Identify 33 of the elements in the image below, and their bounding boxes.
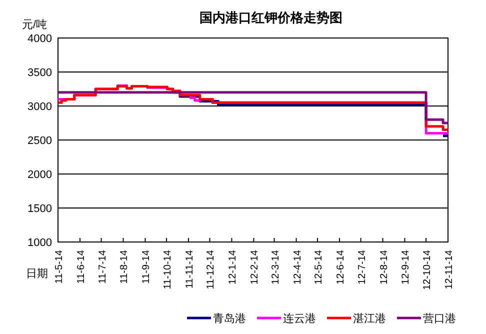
y-tick-label: 2500 [28,135,52,147]
x-tick-label: 12-5-14 [314,250,325,284]
y-tick-label: 1500 [28,203,52,215]
x-tick-label: 12-4-14 [292,250,304,284]
y-tick-label: 3000 [28,101,52,113]
y-tick-label: 4000 [28,33,52,45]
x-tick-label: 11-5-14 [54,250,65,284]
y-axis-title: 元/吨 [22,18,48,31]
x-axis-title: 日期 [26,268,48,280]
y-tick-label: 1000 [28,237,52,249]
y-tick-label: 2000 [28,169,52,181]
legend-label: 连云港 [283,312,316,325]
x-tick-label: 11-7-14 [97,250,108,284]
x-tick-label: 11-8-14 [119,250,130,284]
x-tick-label: 12-11-14 [444,250,455,290]
x-tick-label: 11-12-14 [206,250,217,290]
x-tick-label: 12-10-14 [422,250,434,290]
y-tick-label: 3500 [28,67,52,79]
x-tick-label: 12-9-14 [400,250,412,284]
x-tick-label: 11-6-14 [76,250,87,284]
x-tick-label: 12-3-14 [270,250,282,284]
x-tick-label: 11-9-14 [141,250,152,284]
x-tick-label: 12-7-14 [356,250,368,284]
x-tick-label: 12-2-14 [250,250,261,284]
legend-label: 青岛港 [213,312,246,325]
x-tick-label: 12-1-14 [228,250,239,284]
x-tick-label: 11-11-14 [184,250,196,289]
x-tick-label: 12-6-14 [336,250,347,284]
legend-label: 湛江港 [353,312,386,325]
chart-title: 国内港口红钾价格走势图 [200,10,342,25]
x-tick-label: 11-10-14 [162,250,174,290]
x-tick-label: 12-8-14 [378,250,390,284]
legend-label: 营口港 [423,312,456,325]
